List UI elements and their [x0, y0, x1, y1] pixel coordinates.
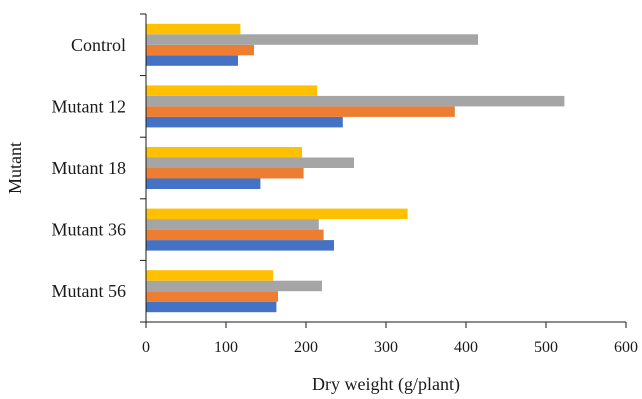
x-ticks-group: 0 100 200 300 400 500 600 [140, 13, 638, 356]
bar [146, 55, 238, 66]
x-axis-title: Dry weight (g/plant) [312, 374, 460, 395]
bar [146, 208, 408, 220]
bar [146, 240, 334, 251]
category-labels-group: Control Mutant 12 Mutant 18 Mutant 36 Mutant… [52, 35, 127, 301]
bar [146, 168, 304, 179]
bar [146, 116, 343, 128]
bars-group [146, 23, 565, 313]
y-axis-title: Mutant [5, 142, 25, 194]
bar [146, 178, 261, 189]
x-tick-label: 600 [614, 339, 638, 356]
bar [146, 95, 565, 107]
category-label: Mutant 36 [52, 220, 127, 240]
x-tick-label: 400 [454, 339, 478, 356]
bar [146, 219, 319, 230]
category-label: Control [71, 35, 126, 55]
bar [146, 280, 322, 292]
bar [146, 301, 277, 313]
bar [146, 85, 318, 96]
bar [146, 44, 254, 56]
x-tick-label: 300 [374, 339, 398, 356]
category-label: Mutant 12 [52, 96, 127, 116]
bar [146, 23, 241, 35]
x-tick-label: 0 [142, 339, 150, 356]
bar [146, 291, 278, 302]
bar [146, 106, 455, 117]
bar [146, 229, 324, 241]
bar [146, 34, 478, 45]
bar [146, 147, 302, 158]
x-tick-label: 500 [534, 339, 558, 356]
category-label: Mutant 56 [52, 281, 127, 301]
category-label: Mutant 18 [52, 158, 127, 178]
x-tick-label: 100 [214, 339, 238, 356]
bar [146, 157, 354, 168]
bar [146, 270, 274, 281]
x-tick-label: 200 [294, 339, 318, 356]
